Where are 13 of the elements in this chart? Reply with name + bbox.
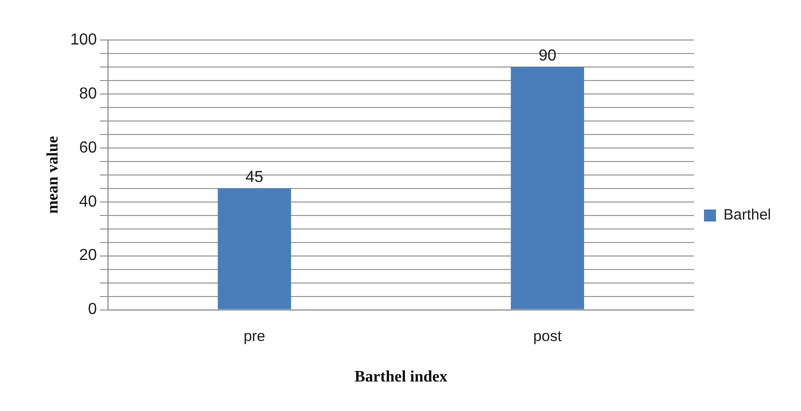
y-tick-label: 40	[79, 193, 97, 210]
legend-label: Barthel	[723, 206, 772, 224]
y-tick-label: 100	[70, 31, 97, 48]
x-tick-label: pre	[244, 328, 266, 345]
data-label: 90	[538, 47, 556, 64]
y-tick-label: 20	[79, 247, 97, 264]
x-tick-label: post	[533, 328, 562, 345]
x-axis-title: Barthel index	[354, 368, 448, 386]
y-tick-label: 0	[88, 301, 97, 318]
y-tick-label: 80	[79, 85, 97, 102]
y-tick-label: 60	[79, 139, 97, 156]
y-axis-title: mean value	[44, 136, 62, 214]
data-label: 45	[246, 168, 264, 186]
